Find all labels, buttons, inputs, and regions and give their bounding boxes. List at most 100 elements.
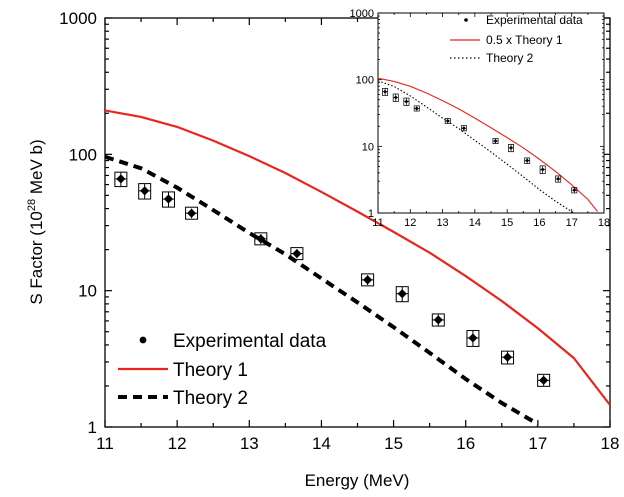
x-tick-label: 15 (501, 217, 513, 229)
diamond-marker (383, 89, 388, 94)
diamond-marker (461, 126, 466, 131)
y-tick-label: 1 (88, 418, 97, 437)
x-tick-label: 11 (96, 434, 114, 453)
inset-chart: 11 12 13 14 15 16 17 18 1 10 100 1000 Experimental … (350, 8, 611, 229)
diamond-marker (502, 352, 513, 362)
x-tick-label: 18 (601, 434, 620, 453)
series-line-1 (378, 77, 598, 212)
y-tick-label: 10 (78, 282, 97, 301)
legend-label-theory-2: Theory 2 (173, 388, 248, 409)
main-legend: Experimental data Theory 1 Theory 2 (118, 331, 327, 409)
diamond-marker (393, 95, 398, 100)
x-tick-label: 15 (384, 434, 403, 453)
diamond-marker (397, 289, 407, 299)
x-tick-label: 11 (372, 217, 383, 229)
main-y-axis-title: S Factor (1028 MeV b) (26, 139, 46, 304)
legend-entry-experimental: Experimental data (139, 331, 327, 352)
data-point (185, 206, 199, 220)
diamond-marker (525, 158, 530, 163)
diamond-marker (433, 315, 443, 325)
inset-legend-entry-experimental: Experimental data (464, 13, 583, 27)
legend-marker-dot (139, 336, 147, 344)
data-point (395, 286, 409, 303)
legend-entry-theory-2: Theory 2 (118, 388, 248, 409)
data-point (524, 157, 531, 164)
diamond-marker (556, 176, 561, 181)
data-point (555, 175, 562, 183)
x-tick-label: 14 (469, 217, 481, 229)
y-tick-label: 100 (69, 145, 97, 164)
diamond-marker (414, 106, 419, 111)
data-point (466, 330, 480, 347)
diamond-marker (468, 333, 478, 343)
series-line-2 (105, 154, 539, 426)
x-tick-label: 17 (566, 217, 578, 229)
data-point (537, 373, 551, 387)
y-tick-label: 1000 (59, 9, 97, 28)
data-point (460, 125, 467, 132)
main-x-axis-title: Energy (MeV) (305, 471, 410, 490)
data-point (501, 350, 515, 365)
diamond-marker (445, 118, 450, 123)
data-point (403, 97, 410, 106)
inset-series (378, 77, 598, 213)
x-tick-label: 14 (312, 434, 331, 453)
diamond-marker (140, 186, 150, 196)
data-point (161, 191, 175, 208)
inset-legend-label-experimental: Experimental data (486, 13, 583, 27)
y-tick-label: 100 (356, 75, 374, 87)
diamond-marker (572, 188, 577, 193)
diamond-marker (186, 208, 197, 218)
data-point (361, 273, 375, 287)
data-point (431, 313, 445, 327)
diamond-marker (363, 275, 373, 285)
y-tick-label: 1000 (350, 8, 374, 20)
legend-label-theory-1: Theory 1 (173, 360, 248, 381)
x-tick-label: 16 (456, 434, 475, 453)
legend-label-experimental: Experimental data (173, 331, 327, 352)
x-tick-label: 12 (168, 434, 187, 453)
main-axis-ticks: 11 12 13 14 15 16 17 18 1 10 100 1000 (59, 9, 619, 453)
x-tick-label: 17 (528, 434, 547, 453)
diamond-marker (404, 99, 409, 104)
data-point (382, 88, 389, 96)
data-point (290, 247, 304, 261)
inset-axis-ticks: 11 12 13 14 15 16 17 18 1 10 100 1000 (350, 8, 611, 229)
series-clip-group (105, 109, 610, 426)
data-point (114, 171, 128, 188)
x-tick-label: 18 (598, 217, 610, 229)
x-tick-label: 16 (533, 217, 545, 229)
y-tick-label: 10 (362, 141, 374, 153)
data-point (413, 105, 420, 112)
inset-legend-entry-theory-2: Theory 2 (450, 51, 534, 65)
diamond-marker (256, 234, 266, 244)
main-series (105, 109, 610, 426)
diamond-marker (163, 194, 174, 204)
data-point (508, 144, 514, 153)
inset-legend-marker-dot (464, 18, 468, 22)
inset-legend-entry-theory-1: 0.5 x Theory 1 (450, 33, 563, 47)
data-point (571, 187, 578, 194)
legend-entry-theory-1: Theory 1 (118, 360, 248, 381)
series-line-1 (105, 109, 610, 406)
inset-legend: Experimental data 0.5 x Theory 1 Theory … (450, 13, 583, 65)
series-clip-group (378, 77, 598, 213)
x-tick-label: 13 (436, 217, 448, 229)
diamond-marker (540, 167, 545, 172)
data-point (254, 232, 268, 246)
x-tick-label: 12 (404, 217, 416, 229)
diamond-marker (509, 145, 514, 150)
inset-legend-label-theory-1: 0.5 x Theory 1 (486, 33, 563, 47)
diamond-marker (292, 249, 302, 259)
data-point (539, 165, 546, 174)
x-tick-label: 13 (240, 434, 259, 453)
diamond-marker (539, 375, 549, 385)
data-point (492, 138, 499, 145)
data-point (138, 183, 152, 200)
series-line-2 (378, 80, 576, 213)
diamond-marker (493, 139, 498, 144)
data-point (392, 93, 399, 102)
y-tick-label: 1 (368, 208, 374, 220)
